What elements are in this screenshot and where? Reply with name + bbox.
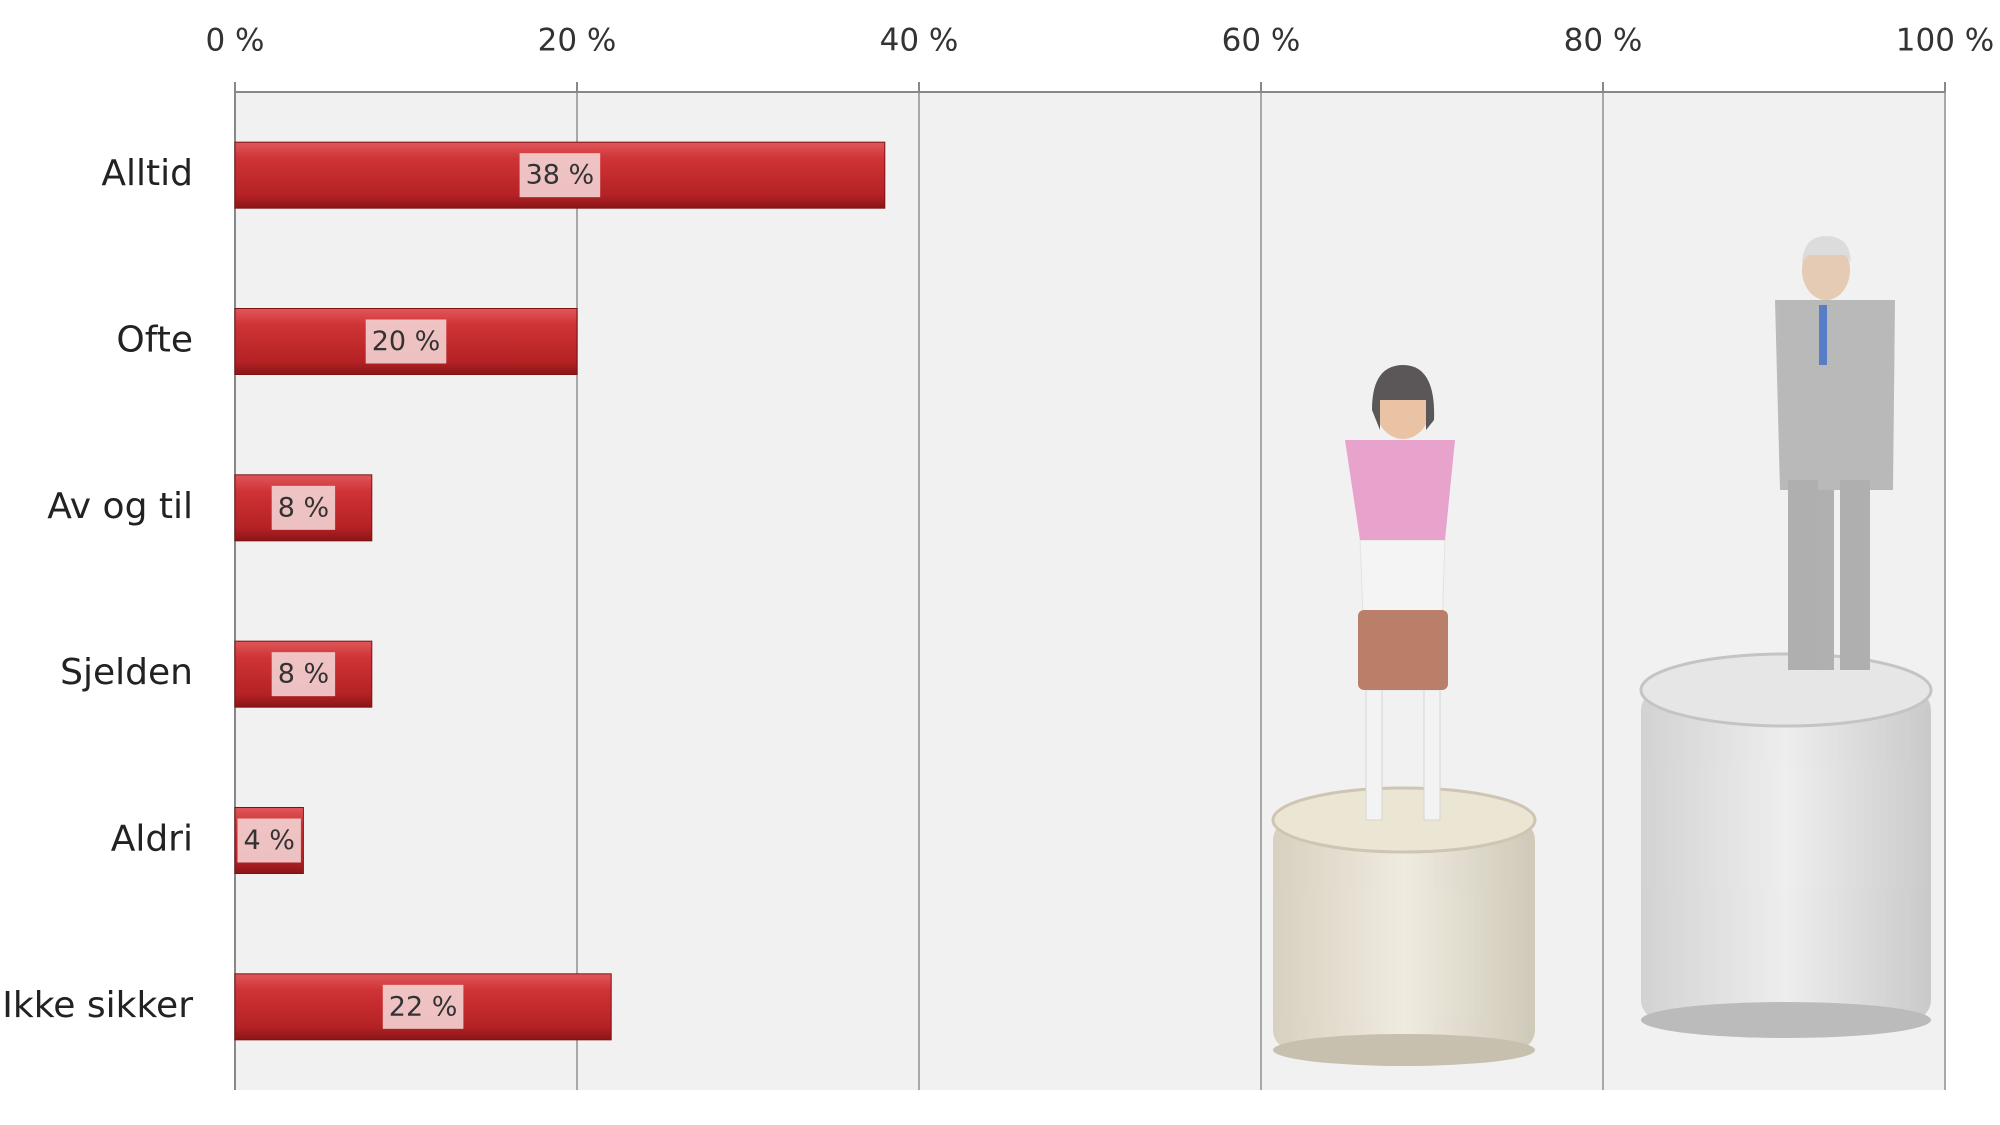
value-label: 22 % <box>389 991 458 1022</box>
category-label: Sjelden <box>60 652 193 693</box>
value-label-bg <box>382 984 464 1029</box>
category-label: Av og til <box>47 486 193 527</box>
value-label-bg <box>519 153 601 198</box>
value-label-bg <box>365 319 447 364</box>
x-tick-label: 20 % <box>538 23 617 59</box>
category-label: Alltid <box>101 153 193 194</box>
category-label: Ikke sikker <box>2 985 193 1026</box>
value-label: 20 % <box>372 326 441 357</box>
category-label: Aldri <box>111 819 193 860</box>
illustration-woman <box>1271 365 1537 1066</box>
x-tick-label: 100 % <box>1896 23 1994 59</box>
x-tick-label: 40 % <box>880 23 959 59</box>
value-label: 8 % <box>278 659 329 690</box>
value-label: 38 % <box>526 160 595 191</box>
x-tick-label: 60 % <box>1222 23 1301 59</box>
x-tick-label: 80 % <box>1564 23 1643 59</box>
value-label-bg <box>271 485 336 530</box>
x-tick-label: 0 % <box>205 23 264 59</box>
grid <box>576 92 1946 1090</box>
illustration-man <box>1639 236 1933 1038</box>
value-label-bg <box>271 652 336 697</box>
value-label: 4 % <box>243 825 294 856</box>
category-label: Ofte <box>116 320 193 361</box>
value-label-bg <box>237 818 301 863</box>
value-label: 8 % <box>278 492 329 523</box>
